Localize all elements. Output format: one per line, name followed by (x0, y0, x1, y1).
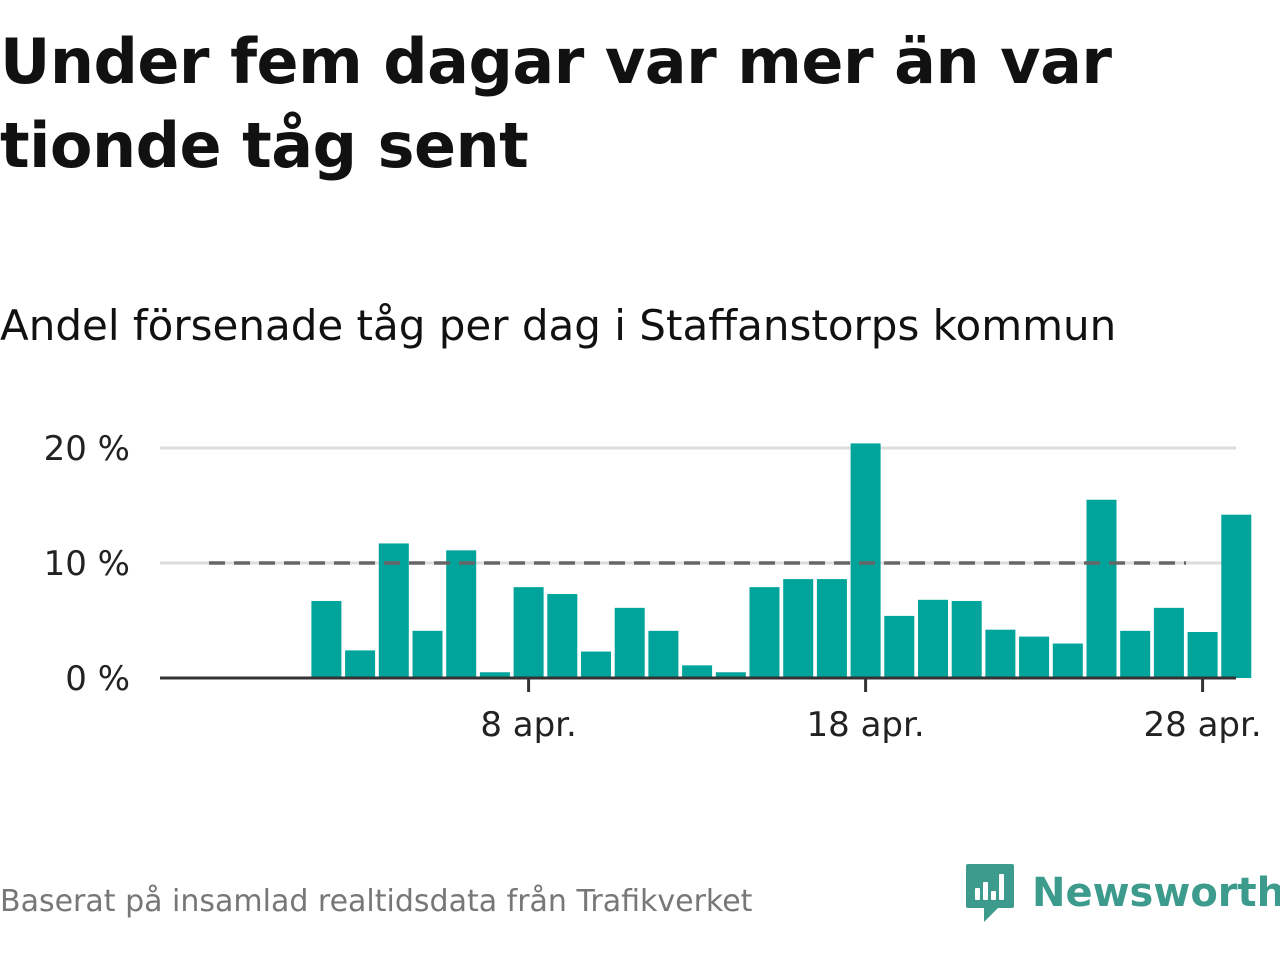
bar (918, 599, 948, 678)
y-tick-label: 0 % (65, 659, 130, 699)
bar (479, 672, 510, 678)
bar (951, 600, 982, 678)
bar (412, 630, 443, 678)
gridlines (160, 446, 1236, 565)
bar (884, 615, 915, 678)
bar (816, 579, 847, 678)
bar (715, 672, 746, 678)
chart-title: Under fem dagar var mer än var tionde tå… (0, 25, 1112, 182)
bar (446, 550, 477, 678)
bar (345, 650, 376, 678)
bar (614, 607, 645, 678)
axes (160, 676, 1236, 692)
brand-name: Newsworthy (1032, 870, 1280, 916)
bar (1221, 514, 1252, 678)
y-tick-label: 20 % (44, 429, 130, 469)
bar-chart: 0 % 10 % 20 % 8 apr. 18 apr. 28 apr. (44, 429, 1262, 745)
bar (1153, 607, 1184, 678)
bars (311, 443, 1252, 678)
bar (547, 594, 578, 678)
newsworthy-logo-icon (966, 864, 1014, 922)
bar (1120, 630, 1151, 678)
x-tick-label: 18 apr. (807, 705, 925, 745)
bar (682, 665, 713, 678)
bar (1052, 643, 1083, 678)
bar (311, 600, 342, 678)
source-note: Baserat på insamlad realtidsdata från Tr… (0, 884, 753, 919)
x-tick-label: 8 apr. (480, 705, 577, 745)
bar (1187, 632, 1218, 678)
x-tick-label: 28 apr. (1144, 705, 1262, 745)
bar (850, 443, 881, 678)
brand-logo: Newsworthy (964, 862, 1280, 924)
bar (378, 543, 409, 678)
x-tick-labels: 8 apr. 18 apr. 28 apr. (480, 705, 1261, 745)
bar (985, 629, 1016, 678)
y-tick-labels: 0 % 10 % 20 % (44, 429, 130, 699)
bar (648, 630, 679, 678)
bar (749, 587, 780, 678)
bar (1019, 636, 1050, 678)
y-tick-label: 10 % (44, 544, 130, 584)
bar (783, 579, 814, 678)
bar (513, 587, 544, 678)
bar (581, 651, 611, 678)
bar (1086, 499, 1117, 678)
chart-subtitle: Andel försenade tåg per dag i Staffansto… (0, 301, 1117, 350)
